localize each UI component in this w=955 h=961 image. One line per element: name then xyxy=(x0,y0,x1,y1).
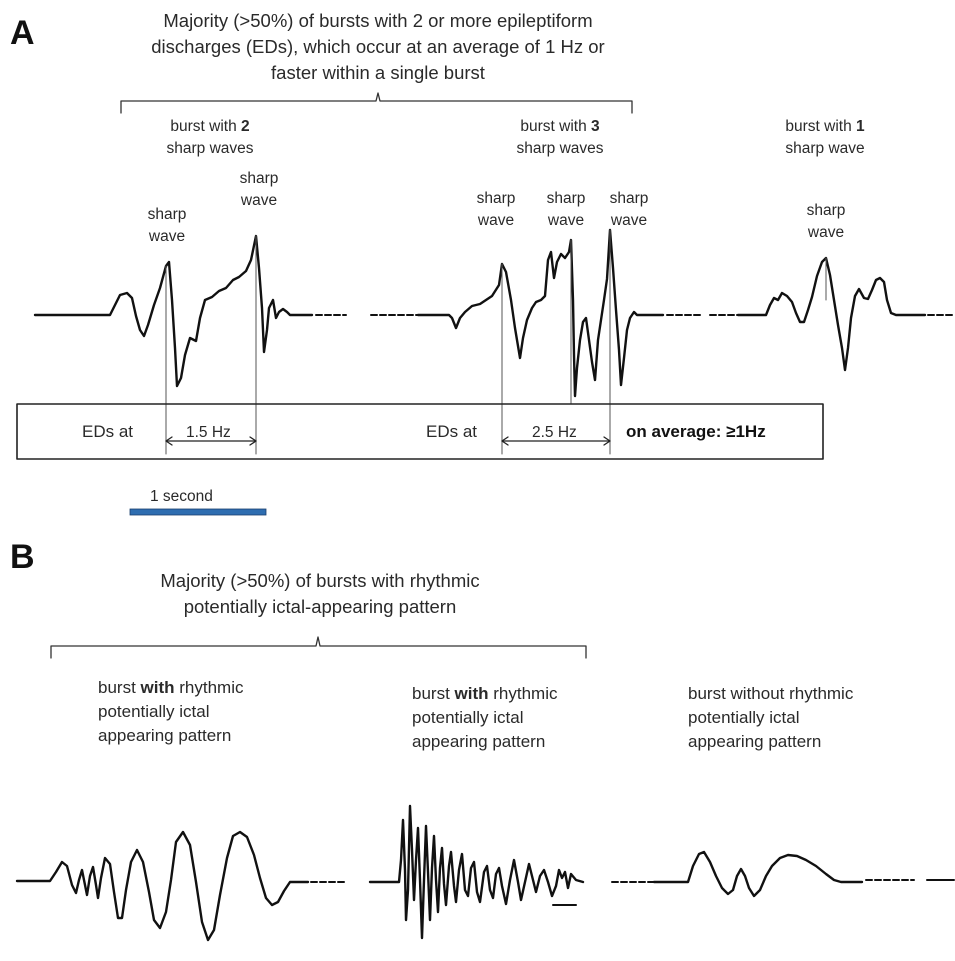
sharp-wave-label: sharp wave xyxy=(806,202,846,241)
panel-letter-b: B xyxy=(10,538,35,576)
ed-box xyxy=(16,403,824,460)
sharp-wave-label: sharp wave xyxy=(609,190,649,229)
eds-at-label: EDs at xyxy=(426,422,478,441)
scale-bar-label: 1 second xyxy=(150,488,213,505)
wave-a3 xyxy=(736,256,927,372)
burst-b2-label: burst with rhythmic potentially ictal ap… xyxy=(412,684,558,751)
average-label: on average: ≥1Hz xyxy=(626,422,766,441)
wave-b3 xyxy=(652,850,864,898)
panel-b-heading: Majority (>50%) of bursts with rhythmic … xyxy=(160,570,480,617)
panel-a-heading: Majority (>50%) of bursts with 2 or more… xyxy=(151,10,605,83)
sharp-wave-label: sharp wave xyxy=(476,190,516,229)
wave-b1 xyxy=(15,830,310,942)
frequency-label-1: 1.5 Hz xyxy=(186,424,231,441)
sharp-wave-label: sharp wave xyxy=(239,170,279,209)
wave-b2 xyxy=(368,804,585,940)
brace-b xyxy=(50,636,587,659)
wave-a2 xyxy=(416,228,665,398)
scale-bar xyxy=(129,508,267,516)
burst-b1-label: burst with rhythmic potentially ictal ap… xyxy=(98,678,244,745)
burst-a3-label: burst with 1 sharp wave xyxy=(785,118,865,157)
panel-letter-a: A xyxy=(10,14,35,52)
frequency-label-2: 2.5 Hz xyxy=(532,424,577,441)
burst-a2-label: burst with 3 sharp waves xyxy=(516,118,604,157)
brace-a xyxy=(120,92,633,114)
burst-b3-label: burst without rhythmic potentially ictal… xyxy=(688,684,854,751)
eds-at-label: EDs at xyxy=(82,422,134,441)
sharp-wave-label: sharp wave xyxy=(546,190,586,229)
wave-a1 xyxy=(33,234,314,388)
burst-a1-label: burst with 2 sharp waves xyxy=(166,118,254,157)
sharp-wave-label: sharp wave xyxy=(147,206,187,245)
